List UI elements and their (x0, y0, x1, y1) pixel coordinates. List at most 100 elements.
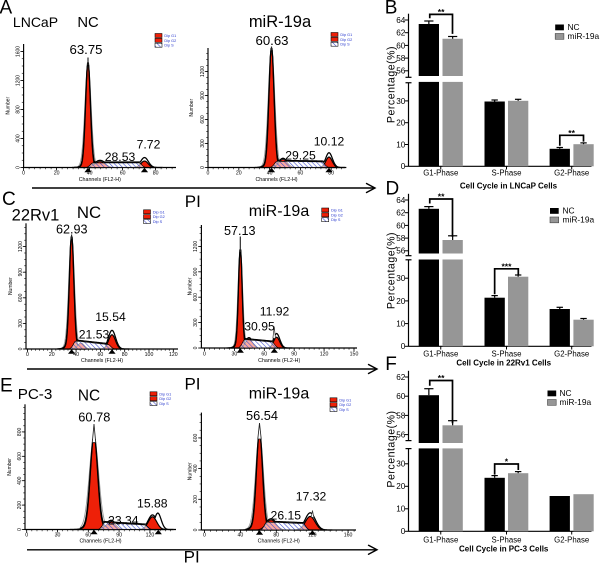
svg-text:S-Phase: S-Phase (492, 169, 522, 178)
svg-text:200: 200 (17, 501, 23, 510)
svg-text:***: *** (501, 261, 512, 271)
svg-text:100: 100 (145, 352, 154, 358)
svg-text:40: 40 (87, 171, 93, 177)
svg-text:60.78: 60.78 (78, 410, 110, 425)
svg-text:900: 900 (193, 267, 199, 276)
svg-text:28.53: 28.53 (105, 150, 136, 164)
svg-text:62.93: 62.93 (56, 223, 88, 237)
svg-text:7.72: 7.72 (137, 138, 161, 152)
svg-text:Number: Number (189, 99, 195, 117)
svg-text:60: 60 (98, 352, 104, 358)
svg-text:30: 30 (396, 274, 406, 283)
svg-text:Channels (FL2-H): Channels (FL2-H) (258, 358, 300, 364)
svg-text:120: 120 (308, 532, 317, 538)
svg-text:Dip G1: Dip G1 (340, 33, 352, 37)
svg-text:S-Phase: S-Phase (492, 350, 522, 359)
svg-text:Dip S: Dip S (331, 218, 341, 222)
svg-text:Channels (FL2-H): Channels (FL2-H) (81, 358, 123, 364)
svg-text:60: 60 (261, 352, 267, 358)
svg-text:60: 60 (396, 221, 406, 230)
svg-text:miR-19a: miR-19a (249, 203, 310, 220)
svg-text:62: 62 (396, 209, 406, 218)
svg-text:150: 150 (350, 352, 359, 358)
svg-text:30: 30 (232, 352, 238, 358)
svg-text:Dip G1: Dip G1 (164, 34, 176, 38)
svg-text:0: 0 (193, 346, 199, 349)
svg-text:900: 900 (200, 91, 206, 100)
svg-text:40: 40 (238, 532, 244, 538)
svg-text:B: B (385, 0, 398, 18)
svg-text:Dip G2: Dip G2 (164, 39, 176, 43)
svg-text:300: 300 (18, 319, 24, 328)
svg-text:30: 30 (396, 460, 406, 469)
svg-text:0: 0 (17, 528, 23, 531)
svg-text:PI: PI (184, 547, 200, 563)
svg-text:Percentage(%): Percentage(%) (385, 46, 397, 123)
svg-text:64: 64 (396, 16, 406, 25)
svg-text:56: 56 (396, 247, 406, 256)
svg-text:20: 20 (396, 119, 406, 128)
svg-text:NC: NC (77, 15, 99, 31)
svg-text:60: 60 (85, 532, 91, 538)
svg-text:21.53: 21.53 (79, 328, 110, 342)
svg-text:1600: 1600 (15, 46, 21, 57)
svg-text:G1-Phase: G1-Phase (423, 536, 458, 545)
svg-text:30.95: 30.95 (244, 320, 275, 334)
svg-text:57.13: 57.13 (224, 224, 256, 238)
svg-text:D: D (386, 178, 400, 199)
svg-text:20: 20 (396, 482, 406, 491)
svg-text:60.63: 60.63 (255, 33, 288, 48)
svg-text:56: 56 (396, 67, 406, 76)
svg-text:NC: NC (78, 388, 100, 405)
svg-text:Cell Cycle in LNCaP Cells: Cell Cycle in LNCaP Cells (460, 181, 558, 190)
svg-text:Number: Number (7, 458, 13, 476)
svg-text:56: 56 (396, 431, 406, 440)
svg-text:15.54: 15.54 (95, 310, 126, 324)
svg-text:60: 60 (396, 41, 406, 50)
svg-text:Number: Number (188, 277, 194, 295)
svg-text:900: 900 (18, 268, 24, 277)
svg-text:120: 120 (146, 532, 155, 538)
svg-text:1200: 1200 (18, 241, 24, 252)
svg-text:Cell Cycle in PC-3 Cells: Cell Cycle in PC-3 Cells (459, 545, 549, 554)
svg-text:0: 0 (15, 166, 21, 169)
svg-text:600: 600 (18, 293, 24, 302)
svg-text:*: * (505, 457, 509, 467)
svg-text:40: 40 (267, 171, 273, 177)
svg-text:**: ** (568, 128, 575, 138)
svg-text:60: 60 (298, 171, 304, 177)
svg-text:Dip S: Dip S (164, 44, 174, 48)
svg-text:0: 0 (401, 527, 406, 536)
svg-text:58: 58 (396, 234, 406, 243)
svg-text:Number: Number (8, 277, 14, 295)
svg-text:90: 90 (291, 352, 297, 358)
svg-text:10: 10 (396, 505, 406, 514)
svg-text:PC-3: PC-3 (18, 386, 53, 403)
svg-text:20: 20 (49, 352, 55, 358)
svg-text:58: 58 (396, 411, 406, 420)
svg-text:23.34: 23.34 (108, 514, 139, 528)
svg-text:Dip S: Dip S (340, 43, 350, 47)
svg-text:E: E (0, 376, 13, 397)
svg-text:Dip G1: Dip G1 (331, 209, 343, 213)
svg-text:LNCaP: LNCaP (13, 14, 58, 30)
svg-text:0: 0 (203, 352, 206, 358)
svg-text:1200: 1200 (193, 241, 199, 252)
svg-text:miR-19a: miR-19a (249, 386, 310, 403)
svg-text:Dip G2: Dip G2 (153, 215, 165, 219)
svg-text:Dip G1: Dip G1 (339, 398, 351, 402)
svg-text:30: 30 (396, 97, 406, 106)
svg-text:17.32: 17.32 (296, 490, 327, 504)
svg-text:20: 20 (54, 171, 60, 177)
svg-text:600: 600 (193, 293, 199, 302)
svg-text:80: 80 (153, 171, 159, 177)
svg-text:Number: Number (6, 97, 12, 115)
svg-text:0: 0 (401, 342, 406, 351)
svg-text:20: 20 (396, 297, 406, 306)
svg-text:0: 0 (203, 532, 206, 538)
svg-text:NC: NC (560, 388, 572, 398)
svg-text:80: 80 (122, 352, 128, 358)
svg-text:0: 0 (401, 162, 406, 171)
svg-text:Channels (FL2-H): Channels (FL2-H) (79, 177, 121, 183)
svg-text:10.12: 10.12 (314, 135, 345, 149)
